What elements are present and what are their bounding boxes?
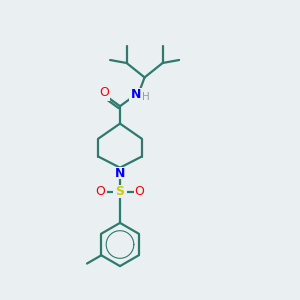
Bar bbox=[98, 89, 110, 101]
Bar bbox=[113, 185, 127, 198]
Bar bbox=[134, 186, 146, 198]
Text: S: S bbox=[116, 185, 124, 198]
Text: H: H bbox=[142, 92, 150, 102]
Text: O: O bbox=[100, 86, 109, 99]
Bar bbox=[114, 167, 126, 179]
Bar bbox=[129, 88, 142, 101]
Text: O: O bbox=[96, 185, 105, 198]
Text: N: N bbox=[115, 167, 125, 180]
Bar bbox=[94, 186, 106, 198]
Text: N: N bbox=[130, 88, 141, 101]
Text: O: O bbox=[135, 185, 144, 198]
